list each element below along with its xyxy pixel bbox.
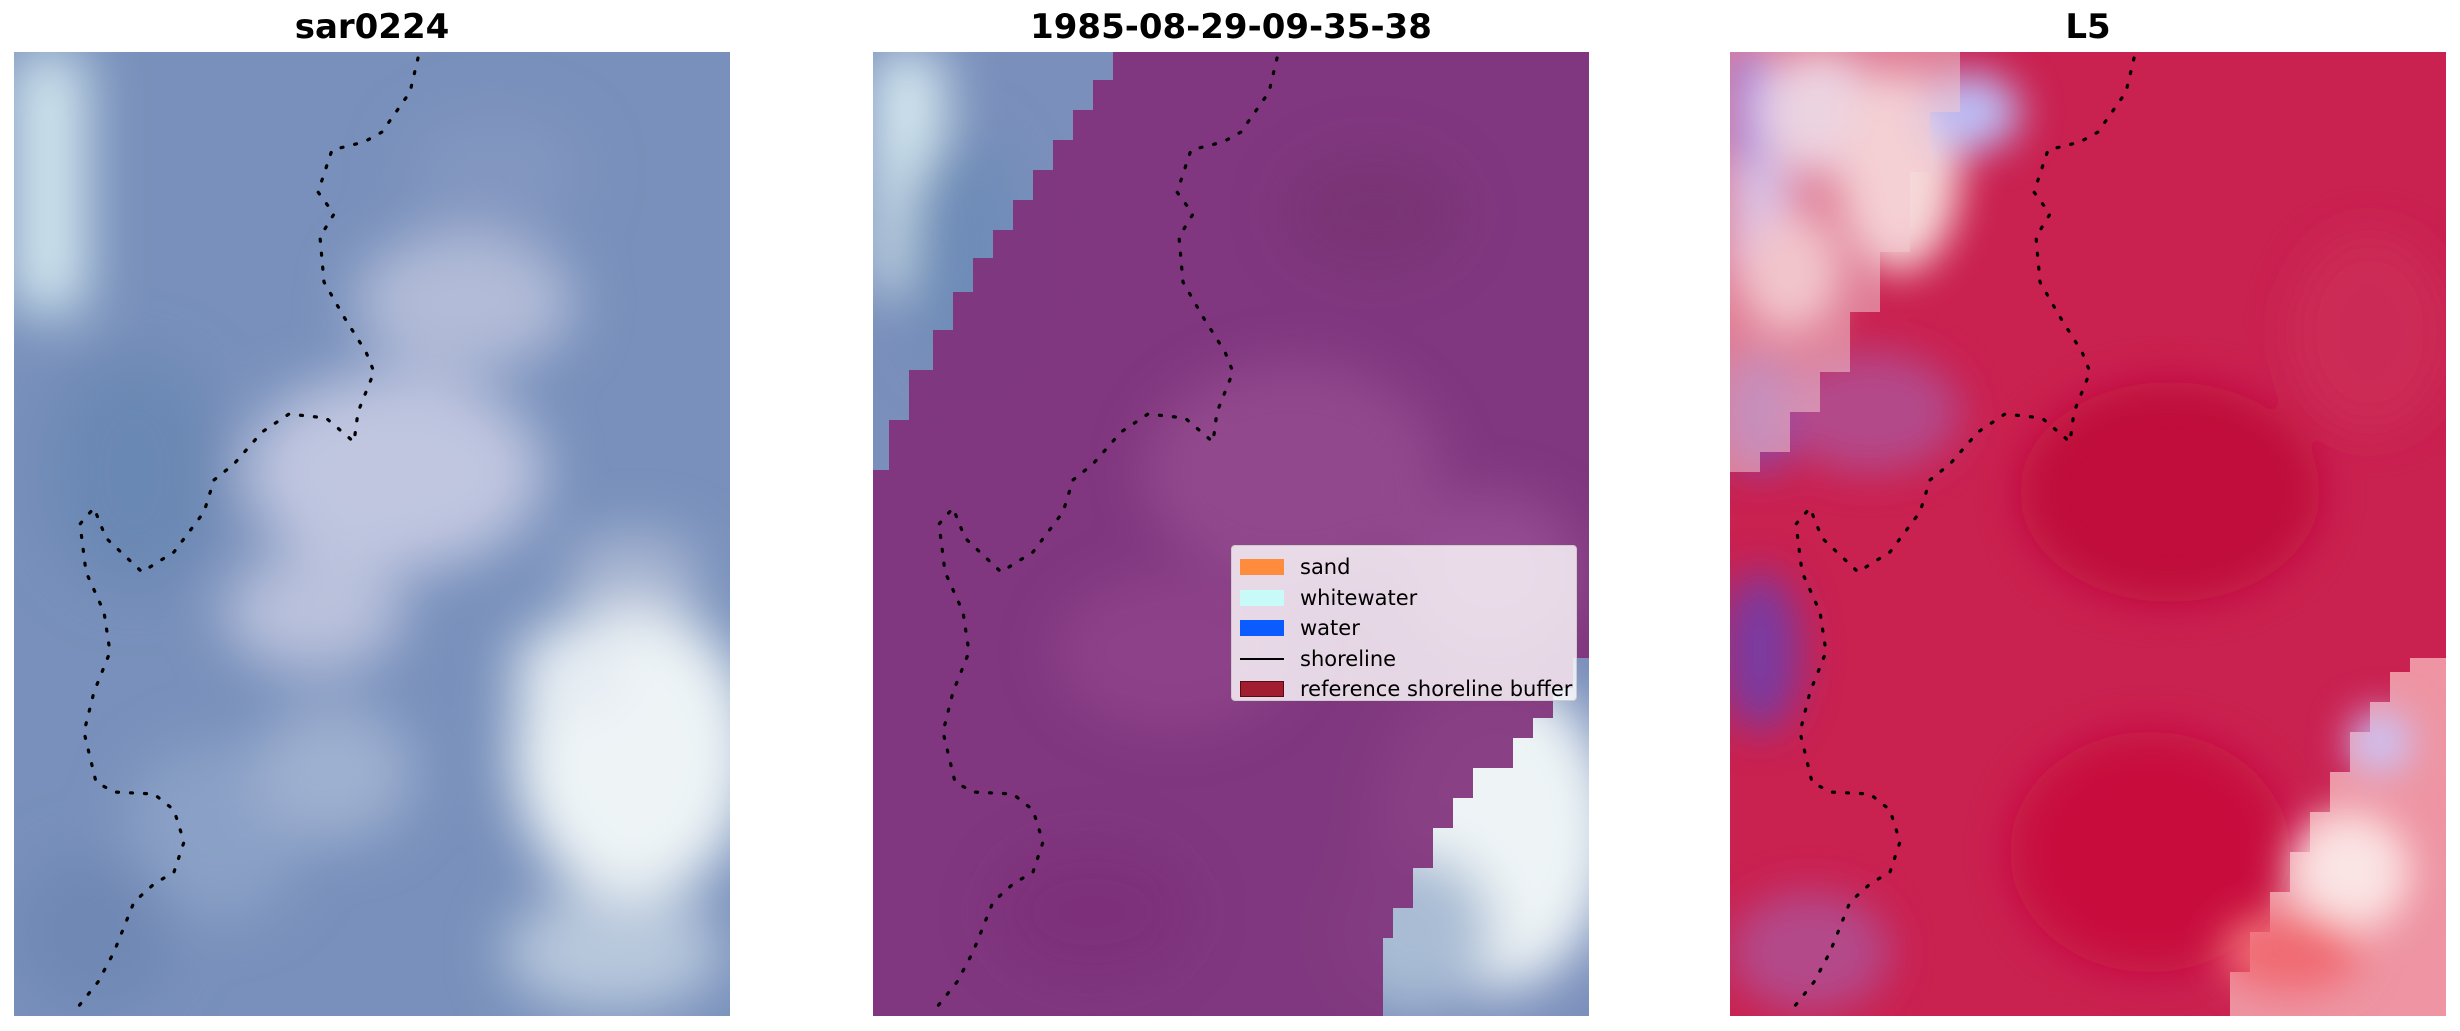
sand-swatch (1240, 559, 1284, 576)
rgb-image-panel (14, 52, 730, 1016)
legend-label-sand: sand (1300, 555, 1351, 580)
legend-label-shoreline: shoreline (1300, 646, 1397, 671)
panel-title-1: sar0224 (294, 7, 450, 47)
shoreline-swatch (1240, 657, 1284, 660)
index-upper-left-region (1730, 52, 1960, 472)
legend: sand whitewater water shoreline referenc… (1231, 545, 1577, 701)
legend-label-buffer: reference shoreline buffer (1300, 677, 1573, 702)
legend-item-shoreline: shoreline (1240, 644, 1568, 675)
whitewater-swatch (1240, 589, 1284, 606)
panel-title-3: L5 (2065, 7, 2111, 47)
shoreline-line (931, 56, 1279, 1014)
buffer-swatch (1240, 681, 1284, 698)
legend-label-whitewater: whitewater (1300, 585, 1418, 610)
index-image (1730, 52, 2446, 1016)
panel-title-2: 1985-08-29-09-35-38 (1030, 7, 1432, 47)
legend-item-whitewater: whitewater (1240, 583, 1568, 614)
shoreline-line (1788, 56, 2136, 1014)
legend-item-buffer: reference shoreline buffer (1240, 674, 1572, 705)
legend-item-sand: sand (1240, 552, 1568, 583)
index-image-panel (1730, 52, 2446, 1016)
classified-image (873, 52, 1589, 1016)
legend-label-water: water (1300, 616, 1360, 641)
shoreline-line (72, 56, 420, 1014)
legend-item-water: water (1240, 613, 1568, 644)
rgb-image (14, 52, 730, 1016)
classified-image-panel (873, 52, 1589, 1016)
water-swatch (1240, 620, 1284, 637)
